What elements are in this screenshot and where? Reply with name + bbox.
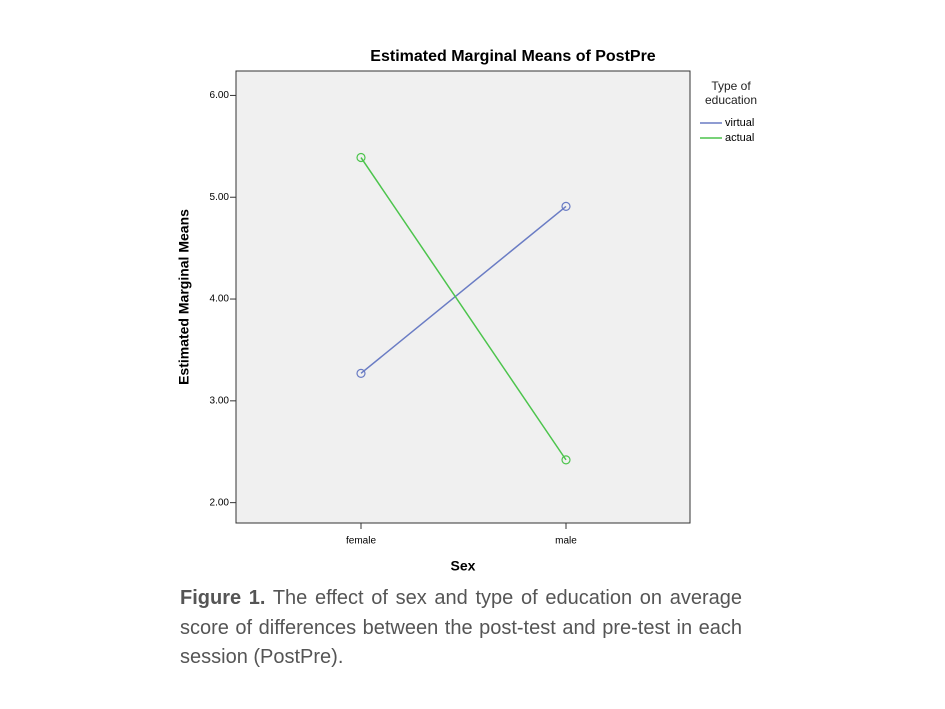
series-line — [360, 205, 567, 374]
chart-title: Estimated Marginal Means of PostPre — [370, 48, 656, 65]
y-axis-label: Estimated Marginal Means — [176, 209, 192, 385]
x-tick-label: male — [555, 536, 577, 547]
y-tick-label: 2.00 — [210, 497, 230, 508]
y-tick-label: 3.00 — [210, 395, 230, 406]
legend-label: virtual — [725, 117, 754, 129]
y-tick-label: 5.00 — [210, 192, 230, 203]
y-tick-label: 6.00 — [210, 90, 230, 101]
caption-text: The effect of sex and type of education … — [180, 587, 742, 668]
x-tick-label: female — [346, 536, 376, 547]
y-tick-label: 4.00 — [210, 294, 230, 305]
data-point — [561, 201, 571, 211]
legend-title: Type of education — [704, 79, 758, 107]
legend-label: actual — [725, 132, 754, 144]
caption: Figure 1. The effect of sex and type of … — [180, 584, 742, 673]
series-line — [360, 157, 567, 461]
data-point — [356, 152, 366, 163]
x-axis-label: Sex — [451, 558, 476, 574]
data-point — [356, 368, 366, 378]
data-point — [561, 455, 571, 465]
plot-area — [235, 70, 691, 524]
caption-label: Figure 1. — [180, 587, 266, 609]
